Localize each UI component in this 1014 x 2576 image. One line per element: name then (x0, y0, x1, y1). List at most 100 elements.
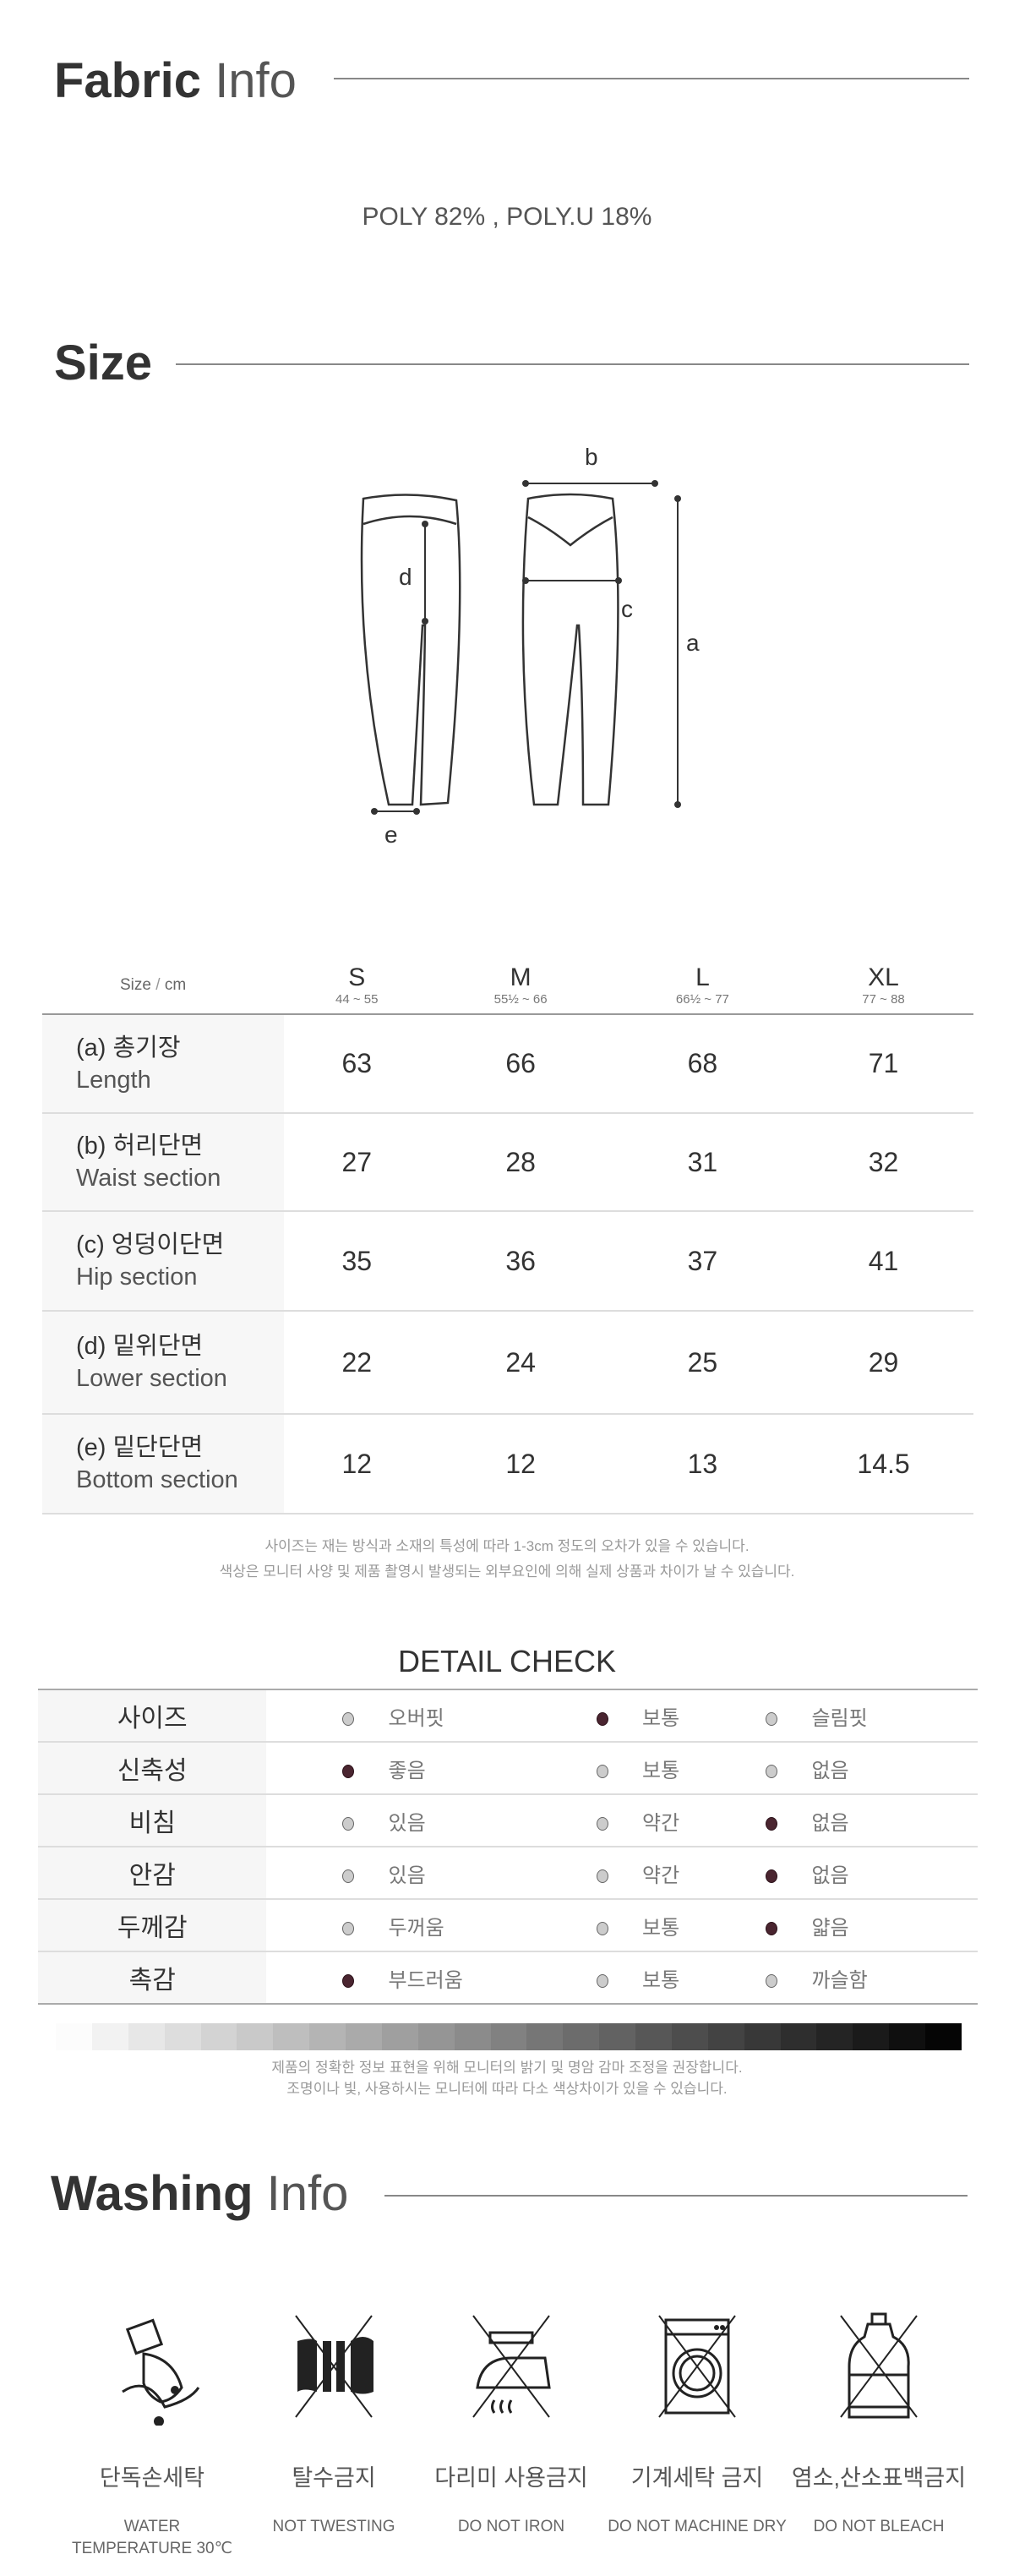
gradient-swatch (200, 2023, 237, 2050)
gradient-swatch (744, 2023, 781, 2050)
measurement-value: 37 (611, 1211, 794, 1312)
detail-option: 보통 (521, 1689, 733, 1743)
gradient-swatch (635, 2023, 672, 2050)
no-machine-wash-icon (658, 2315, 736, 2418)
washing-label-ko: 탈수금지 (292, 2465, 376, 2491)
label-e: e (384, 821, 398, 848)
washing-item: 단독손세탁 WATER TEMPERATURE 30℃ (55, 2282, 249, 2560)
gradient-swatch (853, 2023, 890, 2050)
no-bleach-icon (840, 2312, 918, 2419)
washing-label-en: DO NOT BLEACH (813, 2518, 945, 2535)
no-wring-icon (295, 2315, 373, 2418)
gradient-swatch (671, 2023, 708, 2050)
detail-label: 신축성 (38, 1742, 267, 1795)
divider (334, 78, 969, 79)
measurement-value: 32 (793, 1113, 973, 1212)
no-iron-icon (472, 2315, 551, 2418)
detail-option: 약간 (521, 1794, 733, 1847)
size-table: Size / cm S 44 ~ 55 M 55½ ~ 66 L 66½ ~ 77 X… (42, 963, 973, 1514)
detail-row: 두께감 두꺼움 보통 얇음 (38, 1899, 978, 1952)
measurement-value: 71 (793, 1014, 973, 1114)
size-cm-corner: Size / cm (120, 975, 187, 994)
detail-option: 있음 (266, 1847, 521, 1900)
detail-option: 없음 (732, 1794, 978, 1847)
col-xl: XL 77 ~ 88 (862, 963, 905, 1007)
selected-dot-icon (342, 1765, 355, 1779)
selected-dot-icon (766, 1817, 778, 1831)
leggings-front-outline (360, 494, 461, 806)
measure-dots (371, 480, 681, 815)
gradient-swatch (381, 2023, 418, 2050)
detail-option: 슬림핏 (732, 1689, 978, 1743)
detail-row: 사이즈 오버핏 보통 슬림핏 (38, 1689, 978, 1743)
selected-dot-icon (342, 1974, 355, 1989)
gradient-swatch (346, 2023, 382, 2050)
detail-row: 촉감 부드러움 보통 까슬함 (38, 1951, 978, 2004)
measurement-value: 68 (611, 1014, 794, 1114)
detail-row: 안감 있음 약간 없음 (38, 1847, 978, 1900)
unselected-dot-icon (766, 1712, 778, 1727)
size-table-row: (e) 밑단단면 Bottom section 12 12 13 14.5 (42, 1414, 973, 1514)
label-a: a (686, 630, 700, 656)
detail-option: 오버핏 (266, 1689, 521, 1743)
gradient-swatch (128, 2023, 165, 2050)
detail-label: 두께감 (38, 1899, 267, 1952)
detail-option: 좋음 (266, 1742, 521, 1795)
measurement-value: 12 (284, 1414, 430, 1514)
measurement-value: 27 (284, 1113, 430, 1212)
washing-label-ko: 단독손세탁 (99, 2465, 205, 2491)
unselected-dot-icon (597, 1922, 609, 1936)
washing-label-ko: 기계세탁 금지 (630, 2465, 764, 2491)
monitor-notes: 제품의 정확한 정보 표현을 위해 모니터의 밝기 및 명암 감마 조정을 권장… (271, 2060, 743, 2097)
size-table-row: (d) 밑위단면 Lower section 22 24 25 29 (42, 1311, 973, 1415)
measurement-value: 25 (611, 1311, 794, 1415)
measurement-value: 63 (284, 1014, 430, 1114)
measurement-value: 13 (611, 1414, 794, 1514)
detail-label: 비침 (38, 1794, 267, 1847)
gradient-swatch (417, 2023, 455, 2050)
measurement-value: 22 (284, 1311, 430, 1415)
detail-label: 안감 (38, 1847, 267, 1900)
unselected-dot-icon (766, 1974, 778, 1989)
washing-item: 다리미 사용금지 DO NOT IRON (414, 2282, 608, 2538)
selected-dot-icon (766, 1869, 778, 1884)
fabric-info-title: Fabric Info (54, 53, 297, 108)
washing-label-en: NOT TWESTING (272, 2518, 395, 2535)
detail-option: 없음 (732, 1847, 978, 1900)
selected-dot-icon (597, 1712, 609, 1727)
gradient-swatch (889, 2023, 925, 2050)
detail-option: 보통 (521, 1742, 733, 1795)
measurement-label: (c) 엉덩이단면 Hip section (42, 1211, 284, 1312)
washing-label-en: WATER TEMPERATURE 30℃ (72, 2518, 232, 2557)
divider (176, 363, 969, 365)
detail-option: 보통 (521, 1951, 732, 2004)
washing-item: 기계세탁 금지 DO NOT MACHINE DRY (600, 2282, 794, 2538)
label-d: d (399, 564, 412, 590)
measurement-value: 24 (429, 1311, 612, 1415)
washing-info-title: Washing Info (51, 2166, 349, 2221)
measurement-label: (a) 총기장 Length (42, 1014, 284, 1114)
detail-option: 보통 (521, 1899, 733, 1952)
measurement-label: (b) 허리단면 Waist section (42, 1113, 284, 1212)
gradient-swatch (490, 2023, 527, 2050)
gradient-swatch (780, 2023, 817, 2050)
size-notes: 사이즈는 재는 방식과 소재의 특성에 따라 1-3cm 정도의 오차가 있을 … (219, 1538, 795, 1580)
size-table-row: (b) 허리단면 Waist section 27 28 31 32 (42, 1113, 973, 1212)
label-b: b (585, 444, 598, 470)
gradient-swatch (707, 2023, 744, 2050)
measurement-value: 12 (429, 1414, 612, 1514)
washing-item: 염소,산소표백금지 DO NOT BLEACH (782, 2282, 976, 2538)
detail-option: 부드러움 (266, 1951, 521, 2004)
measurement-label: (d) 밑위단면 Lower section (42, 1311, 284, 1415)
gradient-swatch (164, 2023, 201, 2050)
measurement-value: 36 (429, 1211, 612, 1312)
size-title: Size (54, 336, 153, 390)
measurement-value: 28 (429, 1113, 612, 1212)
detail-option: 까슬함 (732, 1951, 978, 2004)
detail-check-title: DETAIL CHECK (397, 1644, 617, 1678)
detail-row: 비침 있음 약간 없음 (38, 1794, 978, 1847)
measurement-label: (e) 밑단단면 Bottom section (42, 1414, 284, 1514)
gradient-swatch (599, 2023, 635, 2050)
unselected-dot-icon (342, 1922, 355, 1936)
unselected-dot-icon (766, 1765, 778, 1779)
